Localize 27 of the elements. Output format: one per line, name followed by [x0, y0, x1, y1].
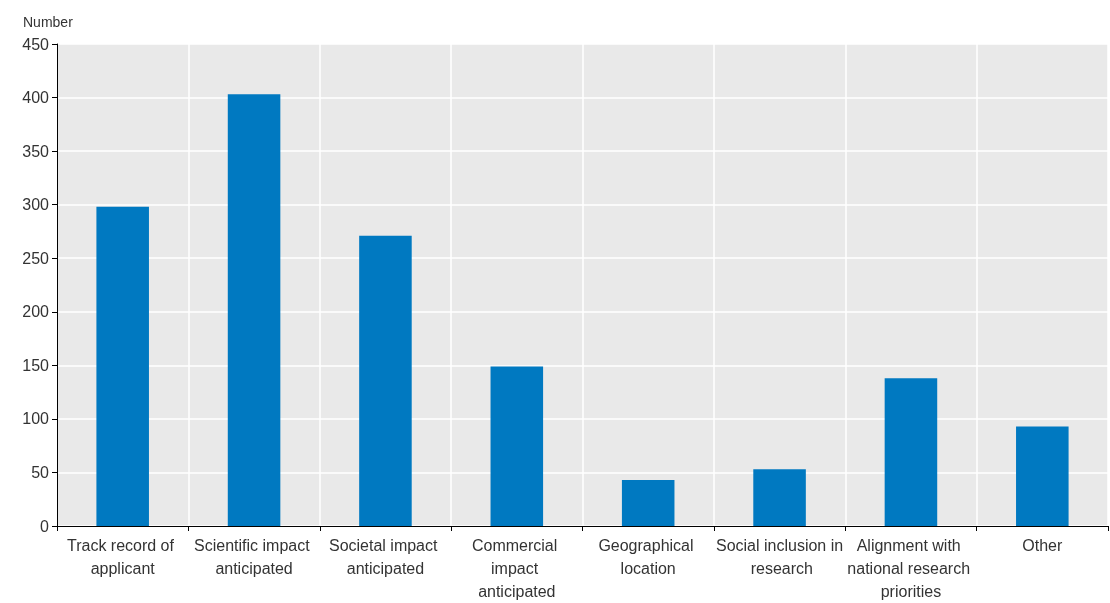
- y-tick-label: 100: [22, 410, 50, 428]
- bar: [96, 206, 149, 526]
- bar: [753, 469, 806, 526]
- x-tick-label: Scientific impact anticipated: [194, 537, 315, 577]
- y-tick-label: 300: [22, 196, 50, 214]
- bar: [884, 378, 938, 526]
- y-tick-label: 250: [22, 249, 50, 267]
- x-tick-label: Societal impact anticipated: [328, 537, 442, 577]
- y-tick-label: 450: [22, 35, 50, 53]
- x-tick-label: Alignment with national research priorities: [847, 537, 975, 600]
- bar: [227, 94, 281, 526]
- x-tick-label: Social inclusion in research: [715, 537, 844, 577]
- x-tick-label: Track record of applicant: [66, 537, 179, 577]
- y-tick-label: 150: [22, 356, 50, 374]
- bar: [621, 479, 675, 526]
- y-tick-label: 0: [40, 517, 50, 535]
- y-tick-label: 350: [22, 142, 50, 160]
- bar: [359, 235, 412, 526]
- bar: [1016, 426, 1069, 526]
- y-axis-title: Number: [23, 14, 74, 30]
- bar: [490, 366, 544, 526]
- y-tick-label: 200: [22, 303, 50, 321]
- y-tick-label: 50: [31, 463, 50, 481]
- x-tick-label: Other: [1022, 537, 1063, 554]
- x-tick-label: Commercial impact anticipated: [471, 537, 562, 600]
- y-tick-label: 400: [22, 89, 50, 107]
- x-tick-label: Geographical location: [598, 537, 698, 577]
